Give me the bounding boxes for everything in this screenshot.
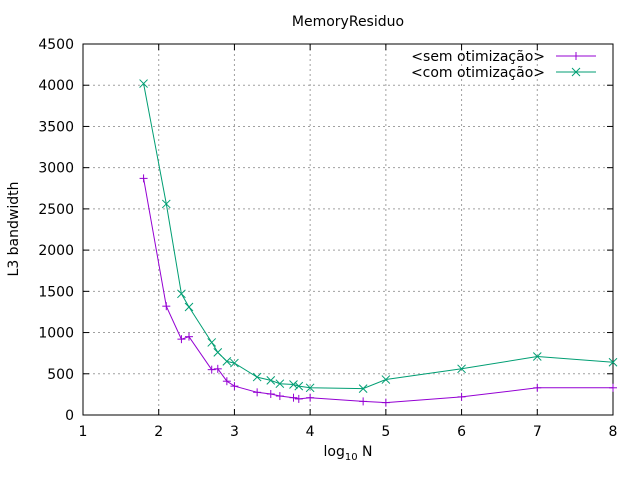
data-point xyxy=(572,52,580,60)
data-point xyxy=(289,380,298,389)
x-axis-label-tail: N xyxy=(358,444,373,460)
legend: <sem otimização><com otimização> xyxy=(411,49,596,81)
point-stroke xyxy=(289,380,298,389)
tick-labels: 0 500 1000 1500 2000 2500 3000 3500 4000 4500 1 2 3 4… xyxy=(38,37,617,440)
data-point xyxy=(294,394,303,403)
data-point xyxy=(253,388,262,397)
data-point xyxy=(184,302,194,312)
x-tick-label: 6 xyxy=(457,424,466,440)
data-point xyxy=(222,377,231,386)
data-point xyxy=(381,398,390,407)
data-point xyxy=(294,381,304,391)
data-point xyxy=(457,364,466,374)
legend-label: <com otimização> xyxy=(411,65,545,81)
x-tick-label: 5 xyxy=(381,424,390,440)
point-stroke xyxy=(207,338,217,347)
plot-frame xyxy=(82,43,614,416)
data-point xyxy=(532,352,542,361)
x-axis-label-main: log xyxy=(323,444,344,460)
y-tick-label: 2500 xyxy=(38,202,74,218)
chart-title: MemoryResiduo xyxy=(292,14,404,30)
data-point xyxy=(533,383,542,392)
point-stroke xyxy=(177,289,186,299)
y-tick-label: 1000 xyxy=(38,326,74,342)
point-stroke xyxy=(571,67,581,77)
x-tick-label: 3 xyxy=(230,424,239,440)
y-tick-label: 3000 xyxy=(38,161,74,177)
data-point xyxy=(252,372,262,382)
data-point xyxy=(381,375,391,384)
data-point xyxy=(213,347,223,357)
data-point xyxy=(230,382,239,391)
data-point xyxy=(139,174,148,183)
y-tick-label: 4000 xyxy=(38,78,74,94)
data-point xyxy=(275,392,284,401)
point-stroke xyxy=(184,302,194,312)
data-point xyxy=(306,393,315,402)
data-point xyxy=(207,365,216,374)
data-point xyxy=(305,383,315,393)
x-tick-label: 1 xyxy=(79,424,88,440)
point-stroke xyxy=(381,375,391,384)
data-point xyxy=(289,393,298,402)
point-stroke xyxy=(266,376,276,385)
point-stroke xyxy=(252,372,262,382)
point-stroke xyxy=(213,347,223,357)
y-tick-label: 2000 xyxy=(38,243,74,259)
point-stroke xyxy=(222,357,232,366)
data-point xyxy=(162,302,171,311)
data-point xyxy=(177,335,186,344)
x-tick-label: 4 xyxy=(306,424,315,440)
data-point xyxy=(207,338,217,347)
legend-label: <sem otimização> xyxy=(411,49,545,65)
series-2 xyxy=(139,79,618,393)
axis-ticks xyxy=(82,43,614,416)
data-point xyxy=(457,392,466,401)
x-axis-label-subscript: 10 xyxy=(345,452,358,463)
y-axis-label: L3 bandwidth xyxy=(6,182,22,277)
grid-lines xyxy=(83,44,613,415)
legend-entry-2: <com otimização> xyxy=(411,65,596,81)
data-point xyxy=(608,357,618,367)
data-point xyxy=(359,397,368,406)
point-stroke xyxy=(608,357,618,367)
y-tick-label: 4500 xyxy=(38,37,74,53)
point-stroke xyxy=(139,79,148,88)
y-tick-label: 500 xyxy=(47,367,74,383)
series-1 xyxy=(139,174,617,407)
data-point xyxy=(609,383,617,392)
x-tick-label: 8 xyxy=(609,424,618,440)
point-stroke xyxy=(457,364,466,374)
y-tick-label: 3500 xyxy=(38,119,74,135)
y-tick-label: 1500 xyxy=(38,284,74,300)
data-point xyxy=(222,357,232,366)
point-stroke xyxy=(305,383,315,393)
data-point xyxy=(266,389,275,398)
x-tick-label: 2 xyxy=(154,424,163,440)
point-stroke xyxy=(294,381,304,391)
point-stroke xyxy=(230,358,239,368)
point-stroke xyxy=(161,199,171,209)
data-point xyxy=(275,379,285,389)
data-point xyxy=(213,364,222,373)
data-point xyxy=(358,384,368,393)
x-tick-label: 7 xyxy=(533,424,542,440)
data-point xyxy=(230,358,239,368)
legend-entry-1: <sem otimização> xyxy=(411,49,596,65)
x-axis-label: log10 N xyxy=(323,444,372,463)
data-point xyxy=(266,376,276,385)
series-layer xyxy=(139,79,618,407)
data-point xyxy=(139,79,148,88)
data-point xyxy=(185,332,193,341)
series-line xyxy=(143,83,614,390)
data-point xyxy=(571,67,581,77)
data-point xyxy=(177,289,186,299)
point-stroke xyxy=(275,379,285,389)
point-stroke xyxy=(358,384,368,393)
point-stroke xyxy=(532,352,542,361)
data-point xyxy=(161,199,171,209)
y-tick-label: 0 xyxy=(65,408,74,424)
